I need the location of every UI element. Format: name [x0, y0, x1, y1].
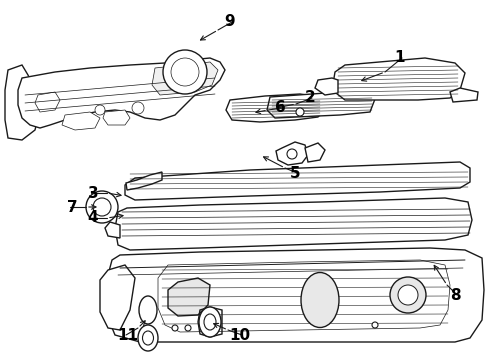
Text: 10: 10	[229, 328, 250, 342]
Circle shape	[171, 58, 199, 86]
Polygon shape	[105, 222, 120, 238]
Text: 4: 4	[87, 211, 98, 225]
Ellipse shape	[142, 331, 153, 345]
Polygon shape	[35, 92, 60, 112]
Text: 8: 8	[449, 288, 459, 302]
Circle shape	[86, 191, 118, 223]
Polygon shape	[275, 142, 307, 165]
Circle shape	[95, 105, 105, 115]
Text: 1: 1	[394, 50, 405, 66]
Text: 11: 11	[117, 328, 138, 342]
Circle shape	[286, 149, 296, 159]
Polygon shape	[152, 62, 218, 95]
Polygon shape	[126, 172, 162, 190]
Text: 3: 3	[87, 185, 98, 201]
Ellipse shape	[199, 307, 221, 337]
Circle shape	[163, 50, 206, 94]
Circle shape	[172, 325, 178, 331]
Polygon shape	[158, 260, 449, 332]
Circle shape	[371, 322, 377, 328]
Polygon shape	[168, 278, 209, 316]
Polygon shape	[331, 58, 464, 100]
Text: 5: 5	[289, 166, 300, 180]
Polygon shape	[305, 143, 325, 162]
Text: 6: 6	[274, 100, 285, 116]
Polygon shape	[125, 162, 469, 200]
Circle shape	[389, 277, 425, 313]
Ellipse shape	[138, 325, 158, 351]
Polygon shape	[314, 78, 337, 95]
Polygon shape	[225, 94, 325, 122]
Ellipse shape	[139, 296, 157, 324]
Ellipse shape	[301, 273, 338, 328]
Circle shape	[93, 198, 111, 216]
Polygon shape	[266, 90, 374, 118]
Circle shape	[295, 108, 304, 116]
Circle shape	[184, 325, 191, 331]
Polygon shape	[5, 65, 40, 140]
Ellipse shape	[203, 314, 216, 330]
Polygon shape	[449, 88, 477, 102]
Circle shape	[132, 102, 143, 114]
Text: 9: 9	[224, 14, 235, 30]
Polygon shape	[62, 112, 100, 130]
Polygon shape	[100, 265, 135, 330]
Polygon shape	[115, 198, 471, 250]
Text: 7: 7	[66, 199, 77, 215]
Polygon shape	[103, 110, 130, 125]
Polygon shape	[18, 58, 224, 128]
Polygon shape	[108, 248, 483, 342]
Text: 2: 2	[304, 90, 315, 105]
Circle shape	[397, 285, 417, 305]
